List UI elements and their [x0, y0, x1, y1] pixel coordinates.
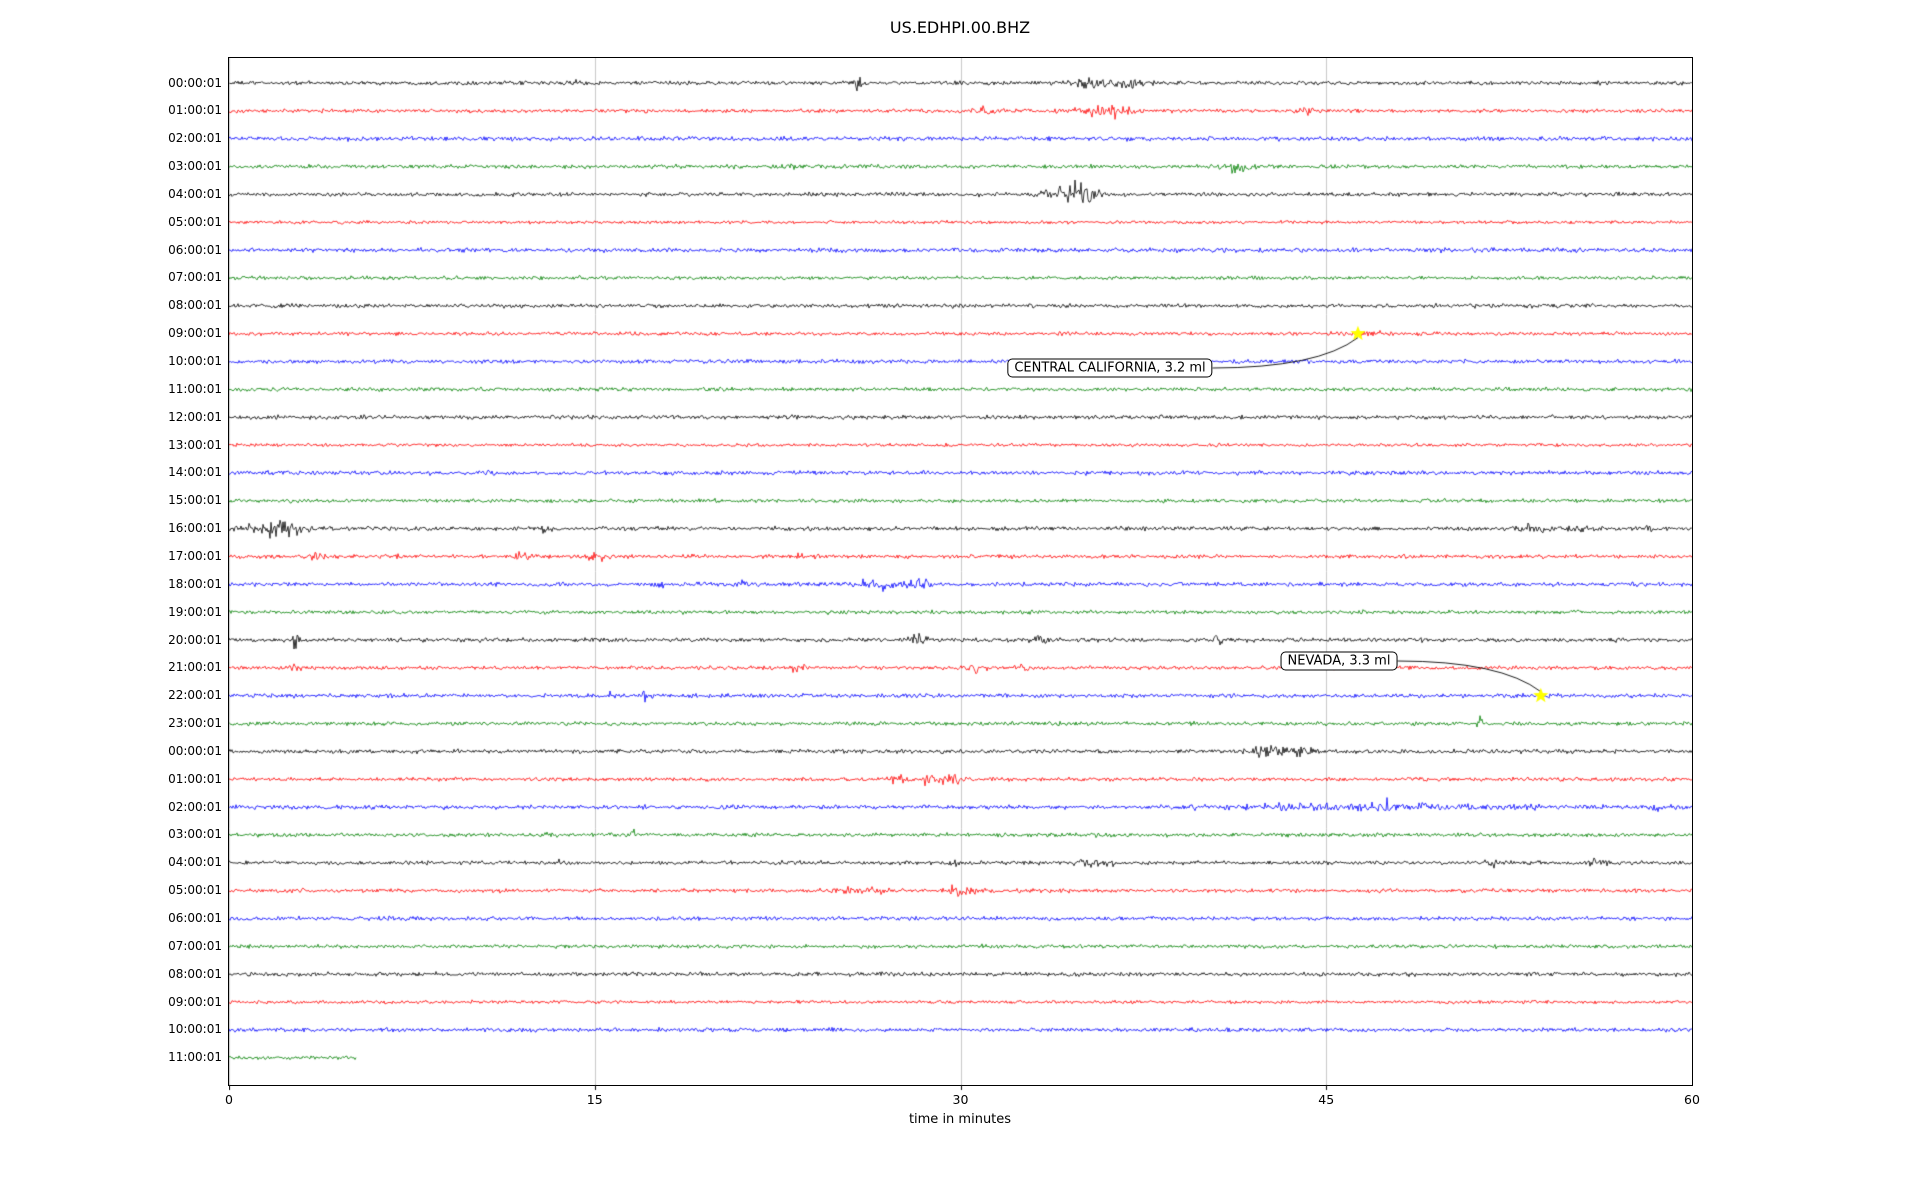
event-annotation-label: CENTRAL CALIFORNIA, 3.2 ml — [1007, 358, 1213, 378]
x-tick-label: 15 — [586, 1092, 603, 1107]
trace-time-label: 22:00:01 — [168, 688, 222, 703]
trace-time-label: 15:00:01 — [168, 493, 222, 508]
seismogram-canvas — [229, 58, 1692, 1098]
x-tick-label: 30 — [952, 1092, 969, 1107]
x-tick-label: 60 — [1684, 1092, 1700, 1107]
trace-time-label: 00:00:01 — [168, 743, 222, 758]
trace-time-label: 08:00:01 — [168, 298, 222, 313]
trace-time-label: 02:00:01 — [168, 799, 222, 814]
trace-time-label: 21:00:01 — [168, 660, 222, 675]
trace-time-label: 06:00:01 — [168, 911, 222, 925]
trace-time-label: 23:00:01 — [168, 716, 222, 731]
trace-time-label: 06:00:01 — [168, 242, 222, 257]
trace-time-label: 18:00:01 — [168, 576, 222, 591]
trace-time-label: 10:00:01 — [168, 1022, 222, 1037]
trace-time-label: 09:00:01 — [168, 994, 222, 1009]
x-tick-label: 0 — [225, 1092, 233, 1107]
trace-time-label: 03:00:01 — [168, 827, 222, 842]
trace-time-label: 01:00:01 — [168, 103, 222, 118]
trace-time-label: 16:00:01 — [168, 521, 222, 536]
trace-time-label: 05:00:01 — [168, 883, 222, 898]
trace-time-label: 02:00:01 — [168, 131, 222, 146]
trace-time-label: 11:00:01 — [168, 381, 222, 396]
trace-time-label: 03:00:01 — [168, 159, 222, 174]
trace-time-label: 20:00:01 — [168, 632, 222, 647]
trace-time-label: 17:00:01 — [168, 548, 222, 563]
trace-time-label: 19:00:01 — [168, 604, 222, 619]
trace-time-label: 09:00:01 — [168, 326, 222, 341]
trace-time-label: 07:00:01 — [168, 270, 222, 285]
trace-time-label: 10:00:01 — [168, 354, 222, 368]
event-annotation-label: NEVADA, 3.3 ml — [1280, 651, 1398, 671]
trace-time-label: 05:00:01 — [168, 214, 222, 229]
trace-time-label: 07:00:01 — [168, 938, 222, 953]
x-tick-label: 45 — [1318, 1092, 1335, 1107]
chart-title: US.EDHPI.00.BHZ — [889, 18, 1031, 37]
trace-time-label: 08:00:01 — [168, 966, 222, 981]
trace-time-label: 04:00:01 — [168, 855, 222, 870]
trace-time-label: 00:00:01 — [168, 75, 222, 90]
trace-time-label: 13:00:01 — [168, 437, 222, 452]
trace-time-label: 01:00:01 — [168, 771, 222, 786]
trace-time-label: 14:00:01 — [168, 465, 222, 480]
x-axis-label: time in minutes — [908, 1112, 1012, 1127]
trace-time-label: 12:00:01 — [168, 409, 222, 424]
trace-time-label: 04:00:01 — [168, 186, 222, 201]
trace-time-label: 11:00:01 — [168, 1050, 222, 1065]
